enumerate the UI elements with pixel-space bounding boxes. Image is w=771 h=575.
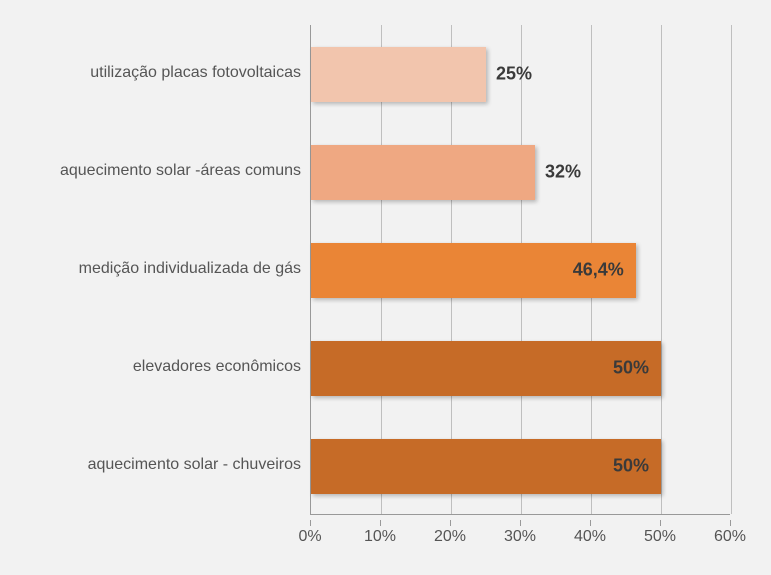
bar-value-label: 32% — [545, 162, 581, 183]
x-axis-label: 50% — [644, 528, 676, 546]
x-axis: 0%10%20%30%40%50%60% — [310, 520, 730, 560]
category-label: aquecimento solar - chuveiros — [21, 456, 301, 474]
gridline — [731, 25, 732, 514]
x-axis-label: 20% — [434, 528, 466, 546]
x-axis-label: 40% — [574, 528, 606, 546]
category-label: utilização placas fotovoltaicas — [21, 64, 301, 82]
bar: 32% — [311, 145, 535, 200]
bar-row: 32% — [311, 145, 535, 200]
plot-area: 25% 32% 46,4% 50% 50% — [310, 25, 730, 515]
bar-value-label: 50% — [613, 456, 649, 477]
gridline — [661, 25, 662, 514]
x-tick — [730, 520, 731, 526]
bar-row: 46,4% — [311, 243, 636, 298]
bar-value-label: 25% — [496, 64, 532, 85]
x-tick — [660, 520, 661, 526]
x-tick — [380, 520, 381, 526]
x-axis-label: 30% — [504, 528, 536, 546]
bar: 50% — [311, 439, 661, 494]
category-label: medição individualizada de gás — [21, 260, 301, 278]
x-tick — [310, 520, 311, 526]
bar: 50% — [311, 341, 661, 396]
bar: 25% — [311, 47, 486, 102]
x-tick — [520, 520, 521, 526]
x-tick — [590, 520, 591, 526]
category-label: elevadores econômicos — [21, 358, 301, 376]
chart-container: 25% 32% 46,4% 50% 50% 0% 10% 20% 30% 40% 50% 60% u… — [0, 0, 771, 575]
bar-row: 50% — [311, 439, 661, 494]
bar: 46,4% — [311, 243, 636, 298]
x-axis-label: 10% — [364, 528, 396, 546]
category-label: aquecimento solar -áreas comuns — [21, 162, 301, 180]
bar-row: 50% — [311, 341, 661, 396]
bar-row: 25% — [311, 47, 486, 102]
x-axis-label: 60% — [714, 528, 746, 546]
x-tick — [450, 520, 451, 526]
bar-value-label: 50% — [613, 358, 649, 379]
x-axis-label: 0% — [298, 528, 321, 546]
bar-value-label: 46,4% — [573, 260, 624, 281]
